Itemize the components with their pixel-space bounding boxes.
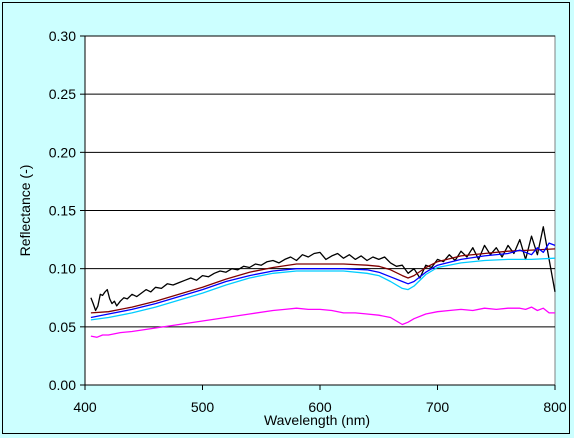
series-line-2	[90, 248, 556, 314]
y-tick-label: 0.00	[49, 377, 76, 393]
y-tick-label: 0.15	[49, 203, 76, 219]
tick-labels: 0.00 0.05 0.10 0.15 0.20 0.25 0.30 400 500 600 700…	[49, 28, 567, 415]
series-line-4	[90, 257, 556, 321]
y-tick-label: 0.20	[49, 144, 76, 160]
y-tick-label: 0.25	[49, 86, 76, 102]
x-tick-label: 800	[543, 399, 567, 415]
x-tick-label: 600	[308, 399, 332, 415]
x-tick-label: 500	[191, 399, 215, 415]
y-tick-label: 0.30	[49, 28, 76, 44]
series-line-3	[90, 242, 556, 319]
x-axis-label: Wavelength (nm)	[264, 412, 370, 428]
y-tick-label: 0.05	[49, 319, 76, 335]
y-tick-label: 0.10	[49, 261, 76, 277]
series-lines	[90, 226, 556, 338]
reflectance-chart: 0.00 0.05 0.10 0.15 0.20 0.25 0.30 400 500 600 700…	[17, 28, 567, 428]
x-tick-label: 700	[426, 399, 450, 415]
y-axis-label: Reflectance (-)	[17, 165, 33, 257]
series-line-1	[90, 226, 556, 312]
x-tick-label: 400	[73, 399, 97, 415]
axes	[80, 35, 556, 390]
series-line-5	[90, 306, 555, 338]
chart-frame: 0.00 0.05 0.10 0.15 0.20 0.25 0.30 400 500 600 700…	[2, 2, 570, 434]
